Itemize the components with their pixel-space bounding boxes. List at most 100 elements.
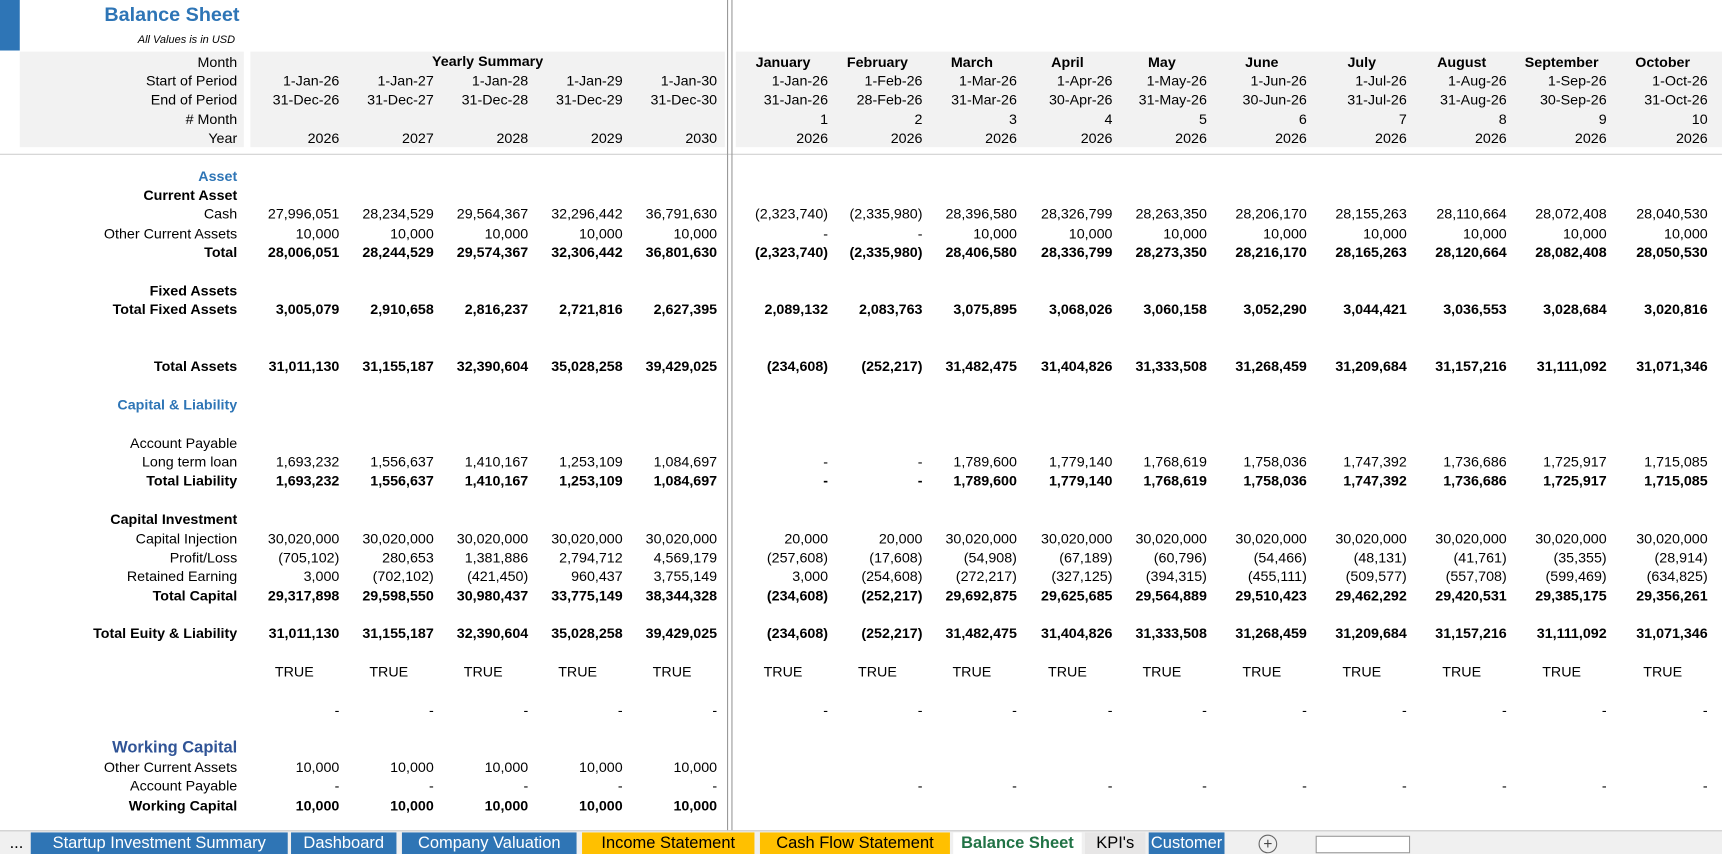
cell: 1,725,917: [1543, 472, 1607, 490]
cell: (272,217): [955, 568, 1017, 585]
cell: 3,020,816: [1644, 301, 1708, 318]
row-label: Month: [197, 53, 238, 70]
cell: TRUE: [1643, 663, 1683, 680]
cell: 28,234,529: [362, 205, 434, 223]
sheet-tab[interactable]: Dashboard: [291, 832, 397, 854]
sheet-tab[interactable]: Income Statement: [582, 832, 755, 854]
cell: 31,209,684: [1335, 358, 1407, 375]
cell: TRUE: [558, 663, 598, 680]
header-band: [735, 51, 1722, 148]
cell: 1,381,886: [464, 548, 529, 566]
cell: -: [617, 777, 623, 795]
cell: 30,020,000: [362, 529, 434, 547]
cell: 29,625,685: [1041, 587, 1113, 604]
cell: 28,050,530: [1636, 243, 1708, 261]
cell: 31,333,508: [1135, 625, 1207, 642]
cell: 10,000: [1068, 224, 1113, 242]
cell: 2026: [1574, 129, 1607, 146]
cell: 29,420,531: [1435, 587, 1507, 604]
cell: 1-Jan-27: [377, 72, 434, 89]
sheet-tab[interactable]: KPI's: [1085, 832, 1146, 854]
cell: 28-Feb-26: [856, 91, 923, 108]
cell: -: [523, 777, 529, 795]
cell: -: [1202, 777, 1207, 795]
cell: (509,577): [1345, 568, 1407, 585]
cell: 1-Jan-30: [660, 72, 718, 89]
cell: 10,000: [673, 796, 718, 814]
cell: -: [1402, 701, 1407, 718]
cell: 31-Aug-26: [1440, 91, 1507, 108]
cell: 1,789,600: [953, 453, 1017, 471]
cell: 3,060,158: [1143, 301, 1207, 318]
cell: 31-Dec-29: [556, 91, 623, 108]
cell: 2,627,395: [653, 301, 718, 318]
row-label: Start of Period: [145, 72, 238, 89]
cell: -: [1302, 701, 1307, 718]
cell: 35,028,258: [551, 358, 623, 375]
row-label: # Month: [185, 110, 238, 127]
cell: (599,469): [1545, 568, 1607, 585]
cell: 31-Dec-27: [367, 91, 434, 108]
cell: 31-Dec-26: [272, 91, 340, 108]
sheet-tab[interactable]: Balance Sheet: [953, 832, 1082, 854]
cell: 29,317,898: [267, 587, 340, 604]
cell: 31,404,826: [1041, 625, 1113, 642]
row-label: Total Assets: [153, 358, 238, 375]
sheet-tab[interactable]: ...: [4, 832, 29, 854]
cell: 31-May-26: [1138, 91, 1207, 108]
row-label: Working Capital: [128, 796, 238, 814]
row-label: Capital Injection: [135, 529, 238, 547]
cell: 3,036,553: [1443, 301, 1507, 318]
cell: January: [755, 53, 811, 70]
cell: 2,089,132: [764, 301, 829, 318]
cell: -: [334, 777, 340, 795]
cell: 3,000: [303, 568, 340, 585]
cell: 1-May-26: [1146, 72, 1207, 89]
cell: 27,996,051: [267, 205, 340, 223]
sheet-tab[interactable]: Cash Flow Statement: [759, 832, 950, 854]
sheet-tab[interactable]: Startup Investment Summary: [30, 832, 288, 854]
cell: 3,052,290: [1243, 301, 1307, 318]
cell: 1,084,697: [653, 472, 718, 490]
scrollbar[interactable]: [1315, 835, 1411, 854]
cell: 28,155,263: [1335, 205, 1407, 223]
cell: 1,736,686: [1443, 472, 1507, 490]
add-sheet[interactable]: +: [1258, 834, 1278, 854]
cell: 8: [1498, 110, 1507, 127]
cell: 10,000: [579, 758, 623, 776]
sheet-tab[interactable]: Customer: [1148, 832, 1225, 854]
cell: 2,816,237: [464, 301, 529, 318]
cell: 32,296,442: [551, 205, 623, 223]
cell: 33,775,149: [551, 587, 623, 604]
row-label: Total: [204, 243, 238, 261]
cell: 29,692,875: [945, 587, 1017, 604]
cell: -: [917, 453, 923, 471]
sheet-tab[interactable]: Company Valuation: [401, 832, 577, 854]
cell: 1,556,637: [370, 472, 434, 490]
row-label: Total Liability: [146, 472, 238, 490]
cell: 10,000: [579, 796, 623, 814]
cell: 31-Jul-26: [1347, 91, 1407, 108]
header-band: [19, 51, 244, 148]
cell: 30-Sep-26: [1539, 91, 1607, 108]
cell: (252,217): [861, 587, 923, 604]
cell: 31-Oct-26: [1644, 91, 1708, 108]
cell: 4,569,179: [653, 548, 718, 566]
cell: 10: [1691, 110, 1708, 127]
cell: 30,020,000: [551, 529, 623, 547]
cell: (2,323,740): [755, 243, 829, 261]
cell: 2026: [1375, 129, 1407, 146]
cell: 1,715,085: [1644, 453, 1708, 471]
freeze-line: [731, 0, 733, 832]
cell: 960,437: [571, 568, 623, 585]
cell: 2026: [1275, 129, 1307, 146]
cell: 29,385,175: [1535, 587, 1607, 604]
cell: 10,000: [390, 796, 434, 814]
cell: -: [429, 777, 434, 795]
cell: (54,466): [1253, 548, 1307, 566]
cell: 31,111,092: [1536, 358, 1607, 375]
cell: 2027: [402, 129, 434, 146]
cell: 1-Mar-26: [959, 72, 1017, 89]
cell: -: [823, 701, 829, 718]
